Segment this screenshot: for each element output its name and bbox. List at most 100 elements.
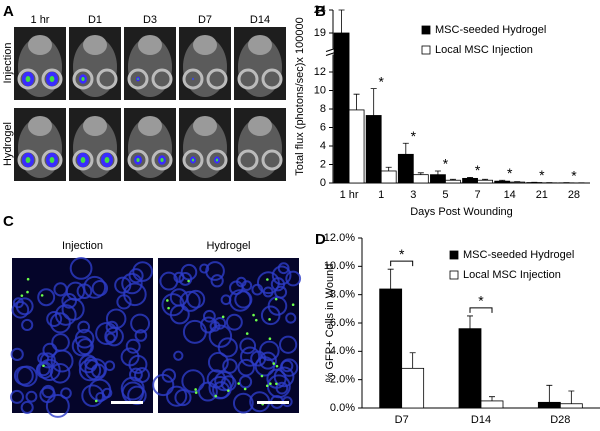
nucleus-cluster: [239, 337, 257, 355]
nucleus-cluster: [38, 358, 61, 382]
column-label: D14: [250, 14, 270, 26]
nucleus-cluster: [105, 332, 116, 343]
nucleus-cluster: [238, 375, 253, 389]
head: [138, 35, 162, 55]
signal-core: [49, 76, 55, 82]
scale-bar: [257, 401, 289, 404]
error-bar: [467, 315, 473, 329]
significance-label: *: [571, 167, 577, 183]
head: [28, 35, 52, 55]
error-bar: [499, 179, 506, 182]
panel-label: C: [3, 213, 14, 230]
ring: [206, 68, 228, 90]
gfp-cell: [268, 318, 271, 321]
nucleus-cluster: [51, 333, 70, 352]
nucleus-cluster: [285, 312, 297, 324]
nucleus-cluster: [132, 261, 153, 282]
bar: [379, 288, 403, 409]
y-tick-label: 2.0%: [330, 374, 355, 386]
nucleus-cluster: [186, 289, 206, 309]
x-tick-label: 7: [475, 189, 481, 201]
nucleus-cluster: [36, 362, 51, 377]
column-label: D7: [198, 14, 212, 26]
gfp-cell: [275, 382, 278, 386]
nucleus-cluster: [11, 301, 30, 319]
gfp-cell: [243, 387, 247, 391]
x-tick-label: D14: [471, 414, 491, 426]
error-bar: [467, 177, 474, 179]
x-tick-label: 3: [410, 189, 416, 201]
gfp-cell: [214, 394, 218, 398]
bar: [509, 181, 526, 184]
ring: [206, 149, 228, 171]
ring: [261, 149, 283, 171]
nucleus-cluster: [84, 356, 98, 370]
legend-swatch: [421, 25, 431, 35]
nucleus-cluster: [203, 309, 216, 323]
nucleus-cluster: [42, 342, 58, 358]
y-tick-label: 19: [314, 27, 326, 39]
error-bar: [568, 390, 575, 404]
head: [28, 116, 52, 136]
nucleus-cluster: [210, 274, 224, 288]
ring: [96, 149, 118, 171]
ring: [237, 68, 259, 90]
gfp-cell: [94, 399, 98, 403]
x-tick-label: 1: [378, 189, 384, 201]
gfp-cell: [268, 337, 272, 341]
nucleus-cluster: [256, 271, 280, 295]
x-tick-label: 14: [504, 189, 516, 201]
ring: [17, 149, 39, 171]
significance-label: *: [507, 165, 513, 181]
nucleus-cluster: [91, 363, 106, 379]
ring: [237, 149, 259, 171]
nucleus-cluster: [125, 338, 141, 354]
gfp-cell: [221, 315, 225, 319]
column-label: 1 hr: [31, 14, 50, 26]
y-axis-title: Total flux (photons/sec)x 100000: [294, 17, 306, 175]
nucleus-cluster: [199, 263, 210, 274]
significance-label: *: [399, 246, 405, 262]
error-bar: [385, 166, 392, 171]
gfp-cell: [20, 294, 24, 297]
nucleus-cluster: [240, 346, 261, 367]
nucleus-cluster: [130, 313, 151, 334]
x-tick-label: 28: [568, 189, 580, 201]
nucleus-cluster: [37, 288, 56, 307]
nucleus-cluster: [20, 400, 34, 415]
nucleus-cluster: [128, 367, 143, 382]
y-tick-label: 12: [314, 66, 326, 78]
error-bar: [489, 396, 495, 401]
error-bar: [546, 384, 553, 403]
ring: [41, 68, 63, 90]
nucleus-cluster: [105, 308, 127, 329]
ring: [72, 149, 94, 171]
y-tick-label: 6.0%: [330, 317, 355, 329]
image-title: Hydrogel: [206, 240, 250, 252]
axis-break-gap: [327, 48, 339, 55]
signal-core: [25, 157, 31, 163]
nucleus-cluster: [71, 335, 93, 357]
nucleus-cluster: [206, 369, 226, 389]
nucleus-cluster: [166, 385, 188, 407]
nucleus-cluster: [49, 312, 71, 334]
panel-label: D: [315, 231, 326, 248]
bar: [401, 367, 425, 409]
signal-core: [81, 77, 85, 81]
body: [183, 37, 227, 97]
nucleus-cluster: [161, 293, 185, 317]
nucleus-cluster: [225, 313, 243, 331]
significance-label: *: [475, 162, 481, 178]
ring: [127, 149, 149, 171]
error-bar: [387, 268, 394, 289]
error-bar: [417, 172, 424, 175]
nucleus-cluster: [251, 283, 264, 296]
bar: [380, 170, 397, 184]
nucleus-cluster: [69, 257, 93, 280]
bar: [559, 403, 583, 409]
bar: [462, 177, 478, 184]
gfp-cell: [274, 297, 278, 301]
nucleus-cluster: [16, 365, 38, 387]
error-bar: [434, 170, 441, 175]
bar: [445, 179, 461, 184]
